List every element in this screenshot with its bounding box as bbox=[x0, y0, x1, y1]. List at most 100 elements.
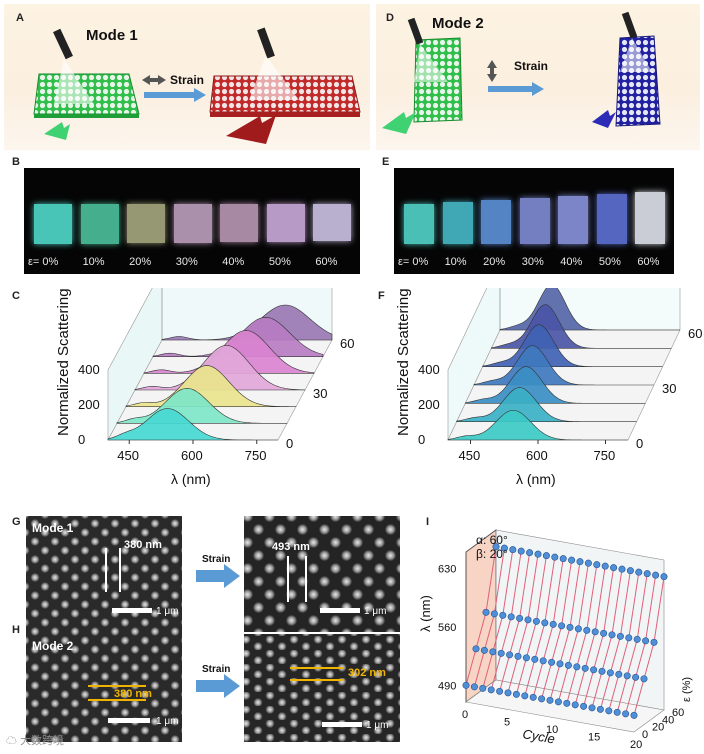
x-tick-450: 450 bbox=[459, 448, 481, 463]
point-1-0 bbox=[472, 645, 480, 653]
sem-g-left-scale: 1 μm bbox=[156, 606, 178, 617]
cycle-line-12-2 bbox=[586, 564, 598, 631]
cycle-line-2-0 bbox=[482, 651, 494, 689]
point-0-17 bbox=[605, 707, 613, 715]
cycle-line-14-2 bbox=[603, 567, 615, 634]
z-tick-40: 40 bbox=[662, 714, 674, 726]
cycle-line-1-1 bbox=[483, 613, 495, 651]
point-2-0 bbox=[482, 608, 490, 616]
panel-label-b: B bbox=[12, 156, 20, 168]
point-0-0 bbox=[462, 681, 470, 689]
point-1-18 bbox=[623, 672, 631, 680]
strip-sample-4 bbox=[220, 204, 259, 242]
series-0% bbox=[447, 409, 628, 441]
cycle-line-6-0 bbox=[515, 657, 527, 695]
cycle-line-17-0 bbox=[608, 674, 620, 711]
cycle-line-14-0 bbox=[583, 669, 595, 707]
point-1-2 bbox=[489, 648, 497, 656]
panel-label-d: D bbox=[386, 12, 394, 24]
cycle-line-19-0 bbox=[625, 677, 637, 714]
cycle-line-0-1 bbox=[475, 612, 487, 649]
sem-h-left-dim: 380 nm bbox=[114, 688, 152, 700]
strain-label-0: ε= 0% bbox=[398, 256, 429, 268]
mode1-illustration: Mode 1 Strain bbox=[33, 27, 361, 144]
panel-label-f: F bbox=[378, 290, 385, 302]
point-1-15 bbox=[598, 667, 606, 675]
point-1-11 bbox=[564, 661, 572, 669]
point-3-1 bbox=[500, 544, 508, 552]
point-3-14 bbox=[610, 564, 618, 572]
point-2-2 bbox=[499, 611, 507, 619]
cycle-line-15-0 bbox=[591, 671, 603, 708]
right-arrow-icon bbox=[144, 88, 206, 102]
panel-label-c: C bbox=[12, 290, 20, 302]
z-tick-0: 0 bbox=[642, 729, 648, 741]
cycle-line-5-1 bbox=[517, 619, 529, 657]
x-tick-0: 0 bbox=[462, 709, 468, 721]
strip-sample-5 bbox=[266, 204, 305, 242]
point-1-17 bbox=[615, 670, 623, 678]
y-tick-400: 400 bbox=[78, 362, 100, 377]
point-2-12 bbox=[583, 626, 591, 634]
watermark-text: 大数跨境 bbox=[20, 735, 65, 747]
cycle-line-9-0 bbox=[541, 662, 553, 699]
chart-f: 450 600 750 0 200 400 0 30 60 λ (nm) Normalized Sc… bbox=[395, 288, 702, 487]
cycle-line-12-0 bbox=[566, 666, 578, 704]
cycle-line-14-1 bbox=[593, 633, 605, 670]
watermark-logo-icon: ☁ bbox=[6, 735, 21, 747]
right-arrow-icon-2 bbox=[488, 82, 544, 96]
cycle-line-5-0 bbox=[507, 656, 519, 693]
point-0-18 bbox=[613, 708, 621, 716]
cycle-line-1-0 bbox=[473, 650, 485, 687]
z-axis-label: ε (%) bbox=[681, 677, 693, 702]
cycle-line-0-0 bbox=[465, 648, 477, 686]
strip-sample-1 bbox=[80, 204, 119, 244]
point-3-0 bbox=[492, 543, 500, 551]
point-0-9 bbox=[538, 695, 546, 703]
point-1-10 bbox=[556, 660, 564, 668]
x-tick-750: 750 bbox=[245, 448, 267, 463]
point-1-4 bbox=[506, 651, 514, 659]
point-2-7 bbox=[541, 619, 549, 627]
z-tick-20: 20 bbox=[652, 722, 664, 734]
y-tick-0: 0 bbox=[418, 432, 425, 447]
strain-label-5: 50% bbox=[598, 256, 621, 268]
point-0-20 bbox=[630, 711, 638, 719]
point-2-10 bbox=[566, 623, 574, 631]
cycle-line-3-1 bbox=[500, 616, 512, 654]
x-tick-10: 10 bbox=[546, 724, 558, 736]
strain-label-1: 10% bbox=[444, 256, 467, 268]
x-axis-label: Cycle bbox=[521, 726, 556, 746]
double-arrow-icon bbox=[142, 75, 166, 85]
strip-b: ε= 0% 10% 20% 30% 40% 50% 60% bbox=[24, 168, 360, 274]
cycle-line-13-1 bbox=[584, 631, 596, 669]
cycle-line-11-2 bbox=[577, 563, 589, 629]
cycle-line-16-0 bbox=[599, 672, 611, 710]
point-0-3 bbox=[487, 686, 495, 694]
cycle-line-5-2 bbox=[527, 554, 539, 620]
point-1-16 bbox=[606, 669, 614, 677]
point-0-2 bbox=[479, 684, 487, 692]
point-0-7 bbox=[521, 692, 529, 700]
point-2-3 bbox=[507, 613, 515, 621]
point-1-9 bbox=[548, 658, 556, 666]
strip-sample-6 bbox=[635, 192, 666, 244]
point-3-2 bbox=[509, 546, 517, 554]
point-2-19 bbox=[642, 637, 650, 645]
annot-beta: β: 20° bbox=[476, 547, 508, 561]
point-2-15 bbox=[608, 631, 616, 639]
sem-g-left bbox=[26, 516, 182, 632]
point-1-13 bbox=[581, 664, 589, 672]
panel-label-h: H bbox=[12, 624, 20, 636]
cycle-line-3-2 bbox=[510, 551, 522, 617]
panel-label-e: E bbox=[382, 156, 390, 168]
mode1-title: Mode 1 bbox=[86, 27, 138, 44]
chart-c: 450 600 750 0 200 400 0 30 60 λ (nm) Normalized Sc… bbox=[55, 288, 354, 487]
cycle-line-20-0 bbox=[633, 678, 645, 716]
cycle-line-16-1 bbox=[609, 636, 621, 673]
cycle-line-17-2 bbox=[628, 572, 640, 638]
point-2-9 bbox=[558, 622, 566, 630]
x-axis-label: λ (nm) bbox=[516, 471, 556, 487]
point-2-20 bbox=[650, 638, 658, 646]
